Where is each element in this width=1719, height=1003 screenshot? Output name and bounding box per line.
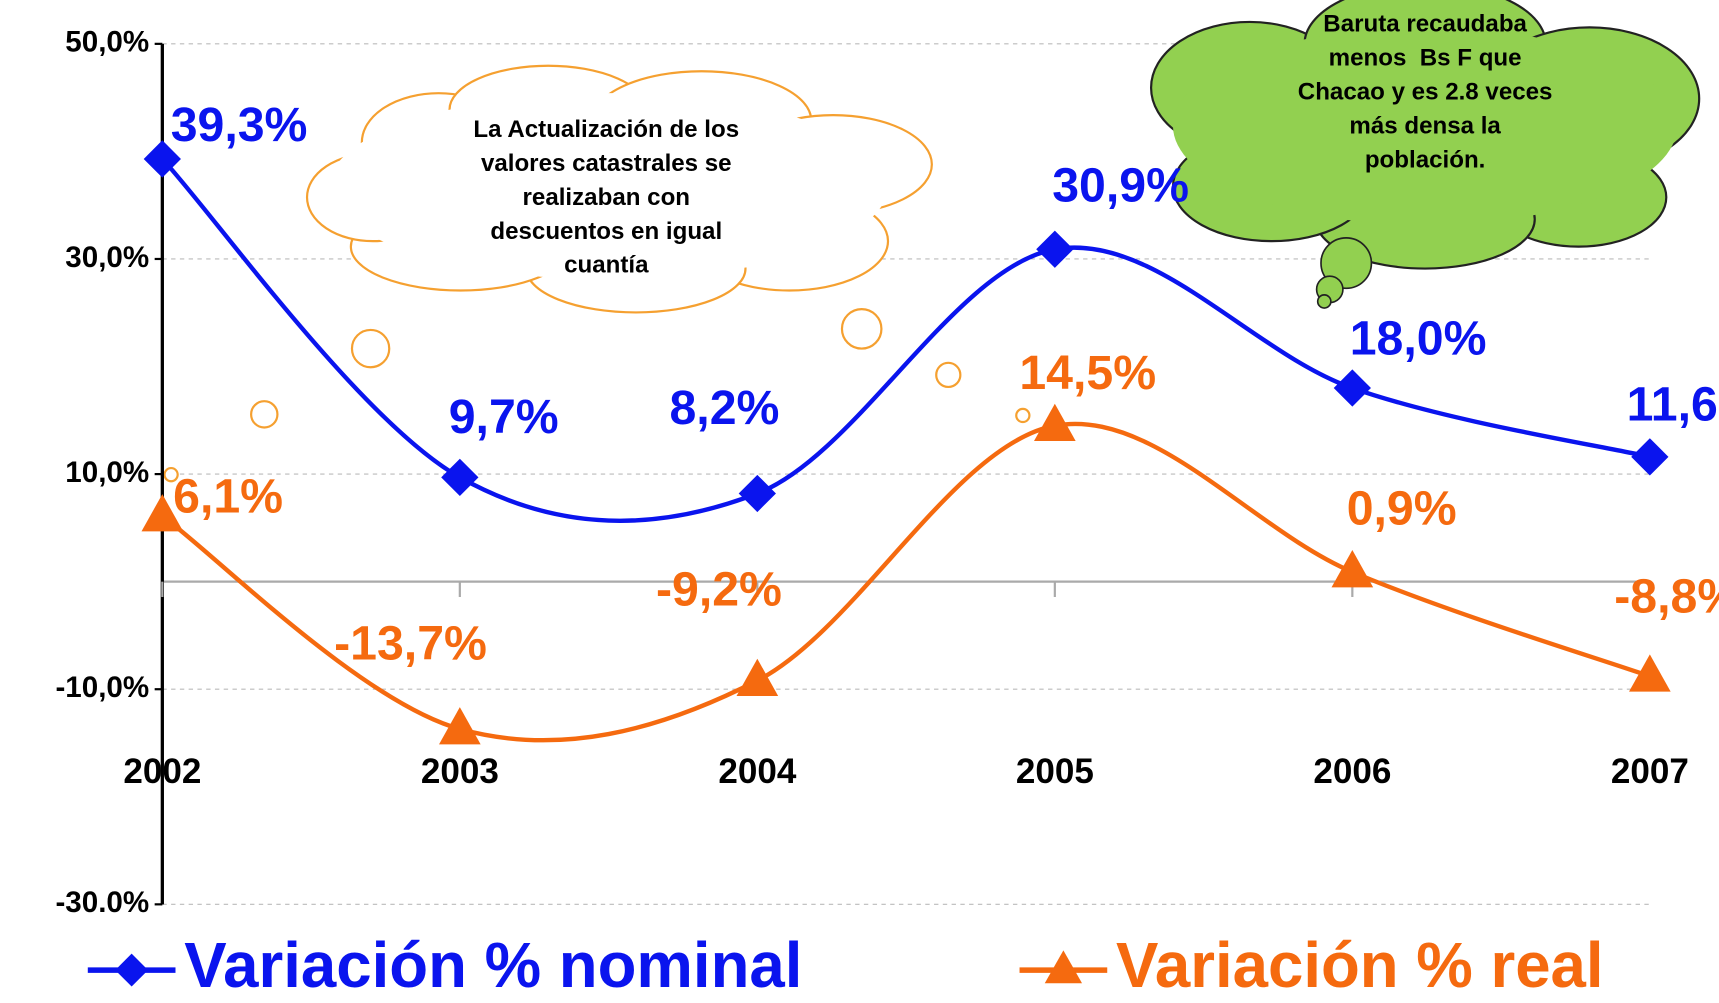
x-tick-label: 2006: [1313, 752, 1391, 791]
y-tick-label: 10,0%: [65, 456, 149, 489]
value-label: 6,1%: [173, 469, 283, 523]
annotation-text: Chacao y es 2.8 veces: [1298, 79, 1553, 106]
x-tick-label: 2007: [1611, 752, 1689, 791]
chart: -30.0% -10,0% 10,0% 30,0% 50,0% 2002 2003 2004 2…: [0, 0, 1719, 1003]
value-label: 14,5%: [1019, 346, 1156, 400]
x-tick-label: 2002: [123, 752, 201, 791]
y-tick-label: 50,0%: [65, 26, 149, 59]
x-tick-label: 2005: [1016, 752, 1094, 791]
value-label: 30,9%: [1052, 159, 1189, 213]
annotation-text: más densa la: [1349, 113, 1501, 140]
value-label: 8,2%: [669, 381, 779, 435]
value-label: 11,6%: [1627, 377, 1719, 431]
y-tick-label: 30,0%: [65, 241, 149, 274]
value-label: 39,3%: [171, 98, 308, 152]
annotation-text: La Actualización de los: [473, 116, 739, 143]
legend-marker: [1045, 950, 1082, 983]
y-tick-label: -30.0%: [55, 886, 149, 919]
value-label: -13,7%: [334, 617, 487, 671]
annotation-text: realizaban con: [523, 184, 690, 211]
y-tick-label: -10,0%: [55, 671, 149, 704]
value-label: -8,8%: [1614, 569, 1719, 623]
annotation-text: Baruta recaudaba: [1323, 11, 1527, 38]
annotation-text: valores catastrales se: [481, 150, 732, 177]
marker: [441, 459, 478, 496]
value-label: 0,9%: [1347, 481, 1457, 535]
value-label: 9,7%: [449, 390, 559, 444]
marker: [737, 659, 779, 696]
x-tick-label: 2004: [718, 752, 797, 791]
annotation-text: cuantía: [564, 252, 649, 279]
legend-marker: [115, 954, 148, 987]
value-label: 18,0%: [1350, 312, 1487, 366]
legend-label: Variación % nominal: [184, 930, 802, 1001]
marker: [1631, 438, 1668, 475]
annotation-text: población.: [1365, 147, 1486, 174]
marker: [1334, 369, 1371, 406]
marker: [1036, 231, 1073, 268]
x-tick-label: 2003: [421, 752, 499, 791]
annotation-text: descuentos en igual: [490, 218, 722, 245]
value-label: -9,2%: [656, 563, 782, 617]
marker: [1332, 550, 1374, 587]
legend-label: Variación % real: [1116, 930, 1604, 1001]
marker: [739, 475, 776, 512]
annotation-text: menos Bs F que: [1329, 45, 1522, 72]
